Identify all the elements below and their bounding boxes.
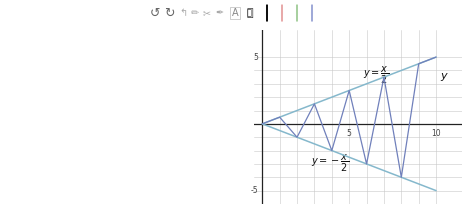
Text: ↰: ↰ bbox=[179, 8, 187, 18]
Text: 5: 5 bbox=[347, 128, 352, 138]
Text: -5: -5 bbox=[250, 186, 258, 195]
Text: ↺: ↺ bbox=[150, 7, 160, 20]
Text: $y$: $y$ bbox=[439, 71, 448, 83]
Text: ✒: ✒ bbox=[215, 8, 223, 18]
Text: 5: 5 bbox=[253, 53, 258, 62]
Text: ✂: ✂ bbox=[203, 8, 211, 18]
Text: ✏: ✏ bbox=[191, 8, 199, 18]
Text: 🖼: 🖼 bbox=[246, 8, 252, 18]
Text: 10: 10 bbox=[431, 128, 441, 138]
Text: $y=\dfrac{x}{2}$: $y=\dfrac{x}{2}$ bbox=[363, 65, 389, 86]
Text: $y=-\dfrac{x}{2}$: $y=-\dfrac{x}{2}$ bbox=[311, 153, 349, 174]
Circle shape bbox=[282, 5, 283, 21]
Text: A: A bbox=[232, 8, 238, 18]
Text: ⬜: ⬜ bbox=[246, 8, 253, 18]
Text: ↻: ↻ bbox=[164, 7, 174, 20]
